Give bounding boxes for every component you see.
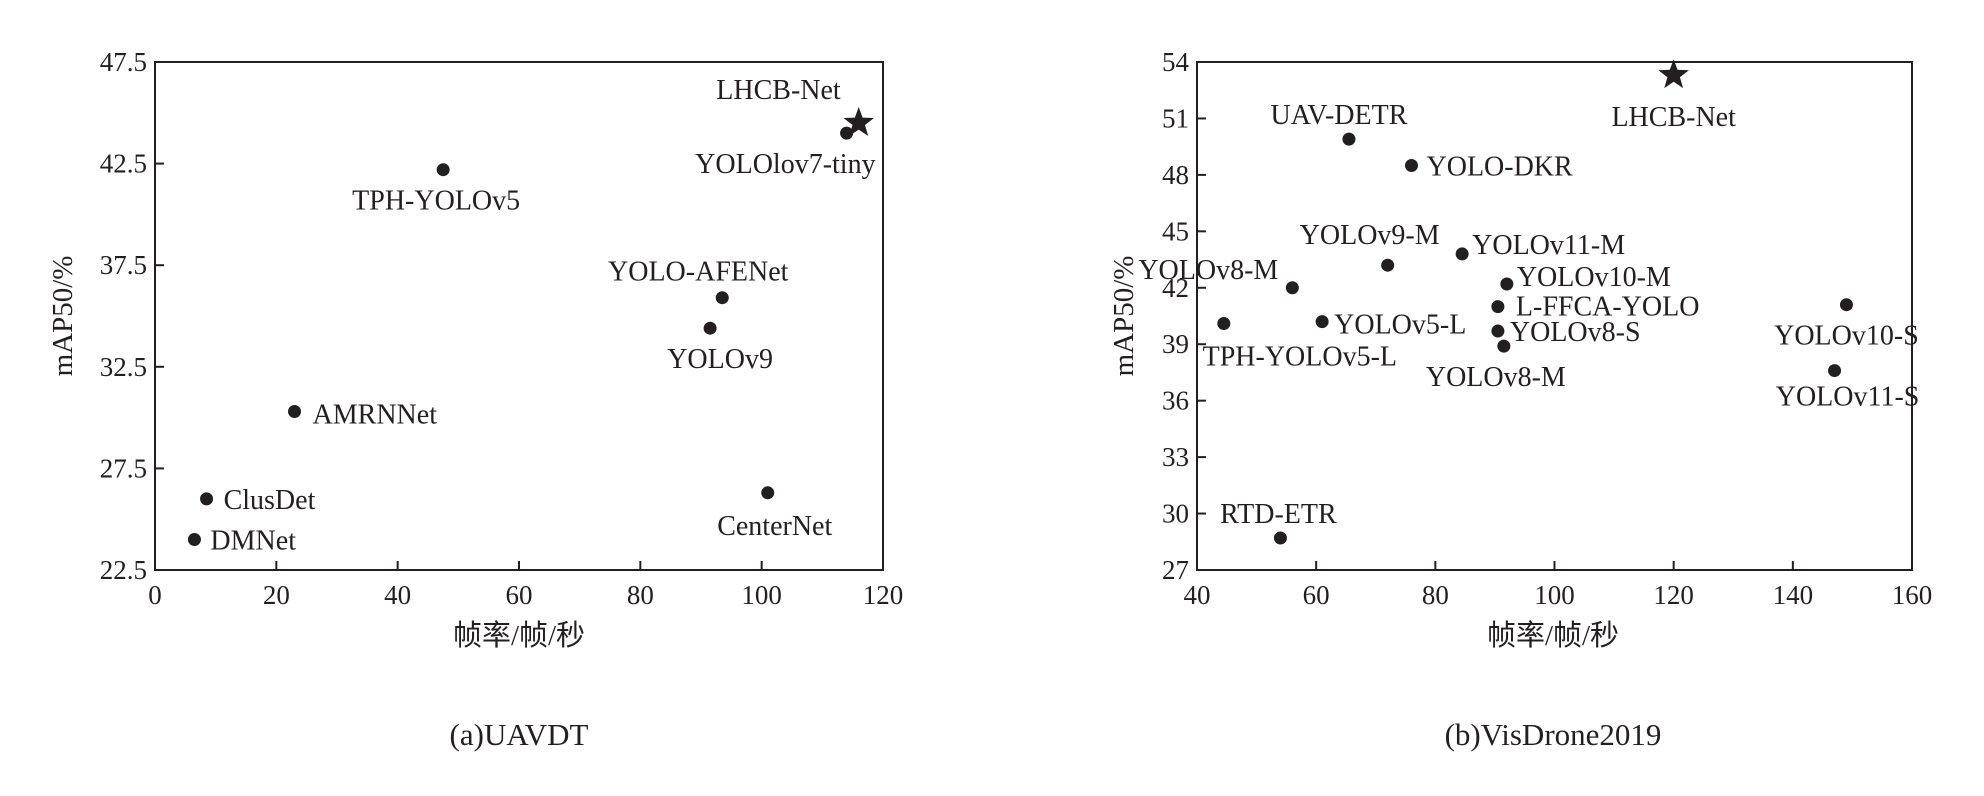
point-label: YOLOv5-L [1334,310,1466,341]
data-point [1217,317,1231,331]
point-label: ClusDet [224,485,316,516]
data-point [1342,132,1356,146]
y-tick-label: 27.5 [100,453,147,483]
point-label: YOLOlov7-tiny [695,149,875,180]
y-tick-label: 30 [1162,499,1189,529]
chart-panel-b: 40 60 80 100 120 140 160 27 30 33 36 39 42 45 48 51 54 LH… [1108,47,1932,752]
x-tick-label: 20 [263,580,290,610]
data-point [703,321,717,335]
point-label: YOLOv8-S [1510,317,1641,348]
data-point [761,486,775,500]
data-point [436,163,450,177]
data-point [187,533,201,547]
y-axis-title: mAP50/% [47,256,79,377]
point-label: AMRNNet [313,400,438,431]
point-label: LHCB-Net [1611,102,1736,133]
y-tick-label: 45 [1162,216,1189,246]
x-axis-title: 帧率/帧/秒 [453,619,585,652]
data-point [200,492,214,506]
point-label: L-FFCA-YOLO [1516,292,1700,323]
y-tick-label: 42.5 [100,149,147,179]
y-tick-label: 39 [1162,329,1189,359]
x-tick-label: 40 [1184,580,1211,610]
y-tick-label: 36 [1162,386,1189,416]
data-point [1285,281,1299,295]
point-label: CenterNet [717,511,832,542]
point-label: DMNet [210,526,296,557]
point-label: TPH-YOLOv5 [352,186,520,217]
point-label: YOLOv10-S [1774,321,1919,352]
data-point [1497,339,1511,353]
data-point [288,405,302,419]
y-tick-label: 22.5 [100,555,147,585]
data-point [1273,531,1287,545]
y-tick-label: 42 [1162,273,1189,303]
panel-caption: (b)VisDrone2019 [1445,717,1662,752]
y-tick-label: 48 [1162,160,1189,190]
point-label: YOLO-DKR [1427,151,1574,182]
data-point [715,291,729,305]
x-tick-label: 80 [627,580,654,610]
x-tick-label: 80 [1422,580,1449,610]
point-label: RTD-ETR [1220,499,1337,530]
data-point [1828,364,1842,378]
point-label: YOLOv11-S [1776,382,1920,413]
data-point [840,126,854,140]
y-tick-label: 27 [1162,555,1189,585]
data-point [1491,324,1505,338]
y-tick-label: 54 [1162,47,1190,77]
y-tick-label: 47.5 [100,47,147,77]
point-label: YOLOv8-M [1138,255,1278,286]
point-label: YOLOv9-M [1300,220,1440,251]
data-point [1500,277,1514,291]
data-point [1381,258,1395,272]
data-point [1491,300,1505,314]
data-point [1315,315,1329,329]
point-label: TPH-YOLOv5-L [1203,342,1397,373]
y-tick-label: 51 [1162,103,1189,133]
point-label: YOLOv8-M [1426,362,1566,393]
x-tick-label: 100 [1534,580,1575,610]
x-tick-label: 160 [1892,580,1933,610]
x-tick-label: 60 [506,580,533,610]
x-tick-label: 140 [1773,580,1814,610]
y-axis-title: mAP50/% [1108,256,1140,377]
point-label: YOLO-AFENet [608,257,789,288]
panel-caption: (a)UAVDT [450,717,589,752]
star-marker [1658,59,1689,89]
x-tick-label: 40 [384,580,411,610]
x-tick-label: 120 [1653,580,1694,610]
y-tick-label: 33 [1162,442,1189,472]
y-tick-label: 37.5 [100,250,147,280]
data-point [1839,298,1853,312]
data-point [1405,158,1418,172]
star-marker [843,107,874,136]
x-axis-title: 帧率/帧/秒 [1487,619,1619,652]
x-tick-label: 120 [863,580,904,610]
y-tick-label: 32.5 [100,352,147,382]
data-point [1455,247,1469,261]
point-label: LHCB-Net [716,75,841,106]
x-tick-label: 100 [741,580,782,610]
x-tick-label: 0 [148,580,162,610]
x-tick-label: 60 [1303,580,1330,610]
point-label: YOLOv9 [667,344,773,375]
point-label: YOLOv11-M [1472,230,1625,261]
point-label: YOLOv10-M [1517,262,1671,293]
chart-panel-a: 0 20 40 60 80 100 120 22.5 27.5 32.5 37.5 42.5 47.5 L… [47,47,903,752]
point-label: UAV-DETR [1270,100,1407,131]
